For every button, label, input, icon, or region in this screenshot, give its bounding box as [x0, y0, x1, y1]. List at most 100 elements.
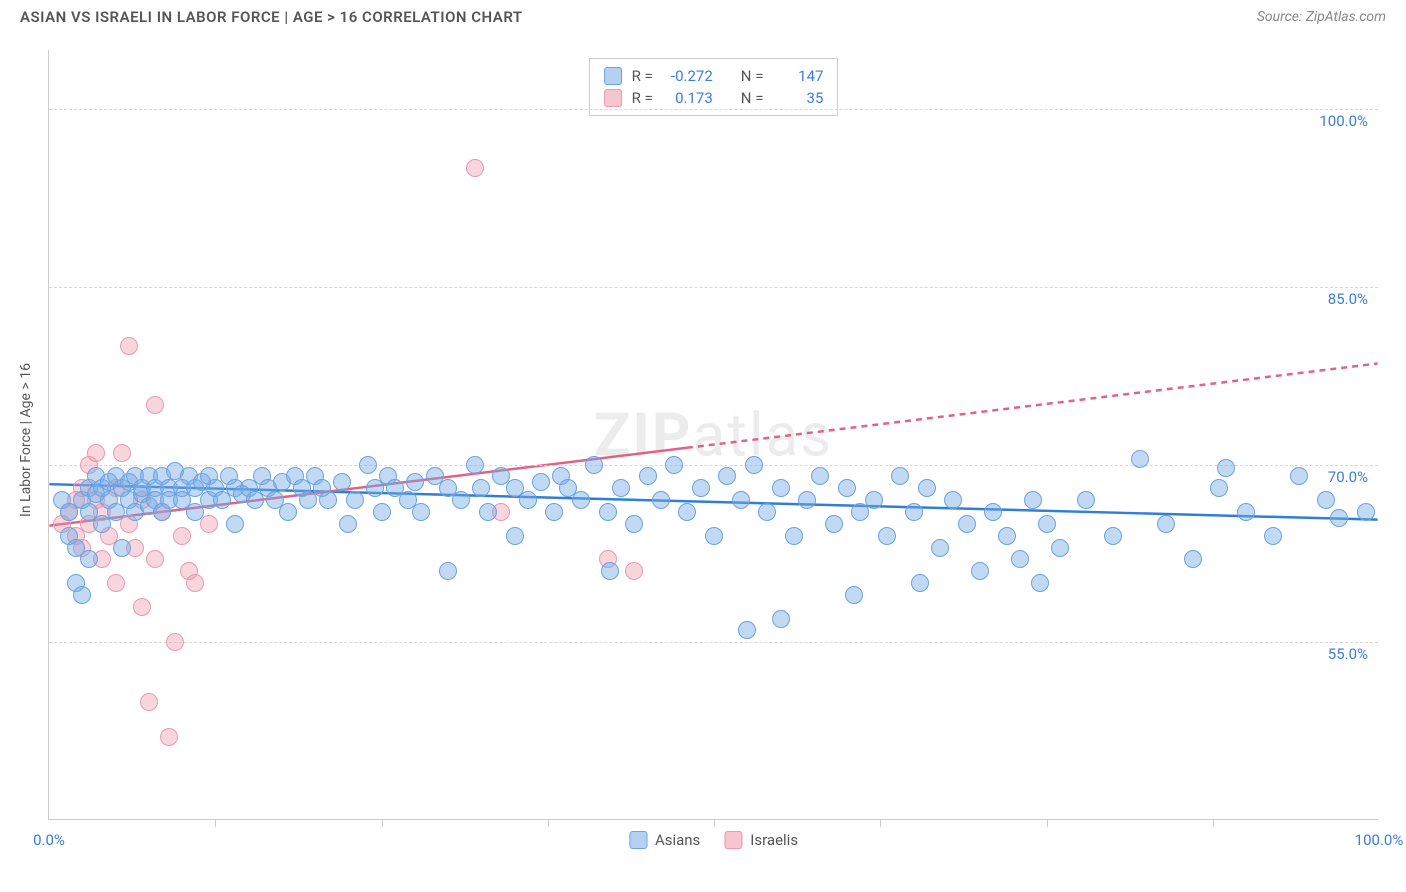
scatter-point: [772, 479, 790, 497]
scatter-point: [1011, 550, 1029, 568]
scatter-point: [87, 444, 105, 462]
scatter-point: [825, 515, 843, 533]
scatter-point: [678, 503, 696, 521]
scatter-point: [984, 503, 1002, 521]
x-tick: [1047, 819, 1048, 827]
scatter-point: [173, 527, 191, 545]
x-tick: [215, 819, 216, 827]
scatter-point: [146, 396, 164, 414]
correlation-stats-box: R = -0.272 N = 147 R = 0.173 N = 35: [589, 58, 839, 116]
x-tick: [714, 819, 715, 827]
r-value-asians: -0.272: [663, 67, 713, 85]
chart-title: ASIAN VS ISRAELI IN LABOR FORCE | AGE > …: [20, 8, 523, 26]
scatter-point: [1217, 459, 1235, 477]
x-tick: [382, 819, 383, 827]
x-tick: [548, 819, 549, 827]
scatter-point: [918, 479, 936, 497]
scatter-point: [639, 467, 657, 485]
swatch-israelis: [604, 89, 622, 107]
scatter-point: [186, 574, 204, 592]
scatter-point: [998, 527, 1016, 545]
scatter-point: [878, 527, 896, 545]
scatter-point: [333, 473, 351, 491]
scatter-point: [466, 456, 484, 474]
n-label: N =: [741, 67, 764, 85]
scatter-point: [1104, 527, 1122, 545]
scatter-point: [1031, 574, 1049, 592]
chart-header: ASIAN VS ISRAELI IN LABOR FORCE | AGE > …: [0, 0, 1406, 38]
scatter-point: [1131, 450, 1149, 468]
scatter-point: [166, 633, 184, 651]
scatter-point: [931, 539, 949, 557]
scatter-point: [891, 467, 909, 485]
swatch-asians: [604, 67, 622, 85]
scatter-point: [113, 444, 131, 462]
scatter-point: [133, 598, 151, 616]
scatter-point: [745, 456, 763, 474]
scatter-point: [466, 159, 484, 177]
x-tick: [1213, 819, 1214, 827]
swatch-israelis: [724, 831, 742, 849]
scatter-point: [585, 456, 603, 474]
scatter-point: [1024, 491, 1042, 509]
scatter-point: [452, 491, 470, 509]
trend-lines: [49, 50, 1378, 819]
scatter-point: [865, 491, 883, 509]
y-tick-label: 55.0%: [1328, 645, 1368, 663]
scatter-point: [346, 491, 364, 509]
scatter-point: [905, 503, 923, 521]
scatter-point: [319, 491, 337, 509]
scatter-point: [479, 503, 497, 521]
chart-source: Source: ZipAtlas.com: [1257, 9, 1386, 25]
grid-line: [49, 465, 1378, 466]
y-tick-label: 100.0%: [1319, 112, 1368, 130]
scatter-point: [1210, 479, 1228, 497]
scatter-point: [472, 479, 490, 497]
scatter-point: [1184, 550, 1202, 568]
stats-row-asians: R = -0.272 N = 147: [604, 65, 824, 87]
x-tick-label: 0.0%: [33, 831, 65, 849]
scatter-point: [599, 503, 617, 521]
y-tick-label: 85.0%: [1328, 290, 1368, 308]
scatter-point: [845, 586, 863, 604]
scatter-point: [798, 491, 816, 509]
scatter-point: [758, 503, 776, 521]
scatter-point: [1290, 467, 1308, 485]
scatter-point: [412, 503, 430, 521]
scatter-point: [506, 527, 524, 545]
scatter-point: [160, 728, 178, 746]
scatter-point: [1330, 509, 1348, 527]
scatter-point: [1077, 491, 1095, 509]
r-value-israelis: 0.173: [663, 89, 713, 107]
scatter-point: [811, 467, 829, 485]
r-label: R =: [632, 89, 653, 107]
y-axis-label: In Labor Force | Age > 16: [18, 363, 34, 517]
scatter-point: [1264, 527, 1282, 545]
grid-line: [49, 642, 1378, 643]
scatter-point: [785, 527, 803, 545]
scatter-point: [113, 539, 131, 557]
scatter-point: [625, 562, 643, 580]
scatter-point: [73, 586, 91, 604]
scatter-point: [1237, 503, 1255, 521]
scatter-point: [519, 491, 537, 509]
source-name: ZipAtlas.com: [1306, 9, 1386, 25]
scatter-point: [107, 574, 125, 592]
scatter-point: [705, 527, 723, 545]
scatter-point: [1317, 491, 1335, 509]
scatter-point: [958, 515, 976, 533]
swatch-asians: [629, 831, 647, 849]
legend-label-israelis: Israelis: [750, 831, 798, 849]
scatter-point: [439, 562, 457, 580]
y-tick-label: 70.0%: [1328, 468, 1368, 486]
scatter-point: [1051, 539, 1069, 557]
scatter-point: [339, 515, 357, 533]
scatter-point: [572, 491, 590, 509]
scatter-point: [718, 467, 736, 485]
scatter-point: [373, 503, 391, 521]
scatter-point: [738, 621, 756, 639]
scatter-point: [80, 550, 98, 568]
scatter-point: [279, 503, 297, 521]
grid-line: [49, 109, 1378, 110]
scatter-point: [652, 491, 670, 509]
